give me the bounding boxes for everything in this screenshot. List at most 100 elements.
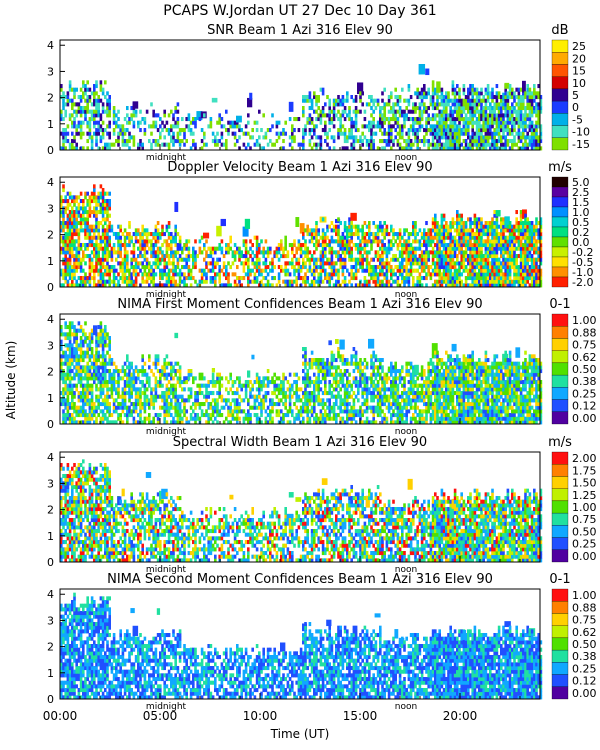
data-cell bbox=[115, 250, 118, 255]
data-cell bbox=[489, 250, 492, 255]
data-cell bbox=[104, 416, 107, 421]
data-cell bbox=[482, 257, 485, 262]
data-cell bbox=[93, 235, 96, 240]
data-cell bbox=[370, 139, 373, 144]
data-cell bbox=[242, 142, 246, 147]
data-cell bbox=[484, 239, 488, 244]
data-cell bbox=[539, 124, 543, 129]
data-cell bbox=[361, 228, 364, 233]
data-cell bbox=[84, 113, 87, 118]
data-cell bbox=[77, 120, 81, 125]
data-cell bbox=[515, 221, 518, 226]
data-cell bbox=[106, 217, 109, 222]
data-cell bbox=[99, 402, 103, 407]
data-cell bbox=[464, 246, 468, 251]
data-cell bbox=[524, 120, 527, 125]
data-cell bbox=[348, 224, 351, 229]
data-cell bbox=[200, 146, 204, 151]
data-cell bbox=[150, 265, 153, 270]
data-cell bbox=[134, 109, 138, 114]
data-cell bbox=[233, 124, 237, 129]
data-cell bbox=[385, 250, 389, 255]
data-cell bbox=[75, 142, 78, 147]
data-cell bbox=[71, 195, 74, 200]
data-cell bbox=[194, 265, 197, 270]
data-cell bbox=[420, 95, 424, 100]
data-cell bbox=[93, 232, 96, 237]
data-cell bbox=[222, 142, 226, 147]
data-cell bbox=[97, 98, 100, 103]
data-cell bbox=[187, 250, 191, 255]
data-cell bbox=[357, 283, 360, 288]
data-cell bbox=[62, 228, 65, 233]
data-cell bbox=[82, 354, 85, 359]
data-cell bbox=[181, 117, 184, 122]
data-cell bbox=[528, 124, 532, 129]
data-cell bbox=[75, 217, 78, 222]
data-cell bbox=[99, 257, 103, 262]
data-cell bbox=[310, 257, 314, 262]
data-cell bbox=[132, 124, 136, 129]
data-cell bbox=[326, 279, 329, 284]
data-cell bbox=[387, 279, 391, 284]
data-cell bbox=[473, 279, 477, 284]
data-cell bbox=[427, 272, 430, 277]
data-cell bbox=[370, 146, 373, 151]
data-cell bbox=[491, 120, 494, 125]
data-cell bbox=[247, 265, 250, 270]
data-cell bbox=[286, 254, 290, 259]
data-cell bbox=[273, 265, 276, 270]
data-cell bbox=[442, 246, 446, 251]
data-cell bbox=[104, 142, 107, 147]
data-cell bbox=[350, 128, 353, 133]
data-cell bbox=[84, 106, 87, 111]
data-cell bbox=[317, 283, 320, 288]
data-cell bbox=[79, 276, 83, 281]
data-cell bbox=[145, 257, 149, 262]
data-cell bbox=[82, 106, 85, 111]
data-cell bbox=[90, 347, 94, 352]
data-cell bbox=[295, 268, 298, 273]
data-cell bbox=[174, 243, 177, 248]
data-cell bbox=[370, 131, 373, 136]
data-cell bbox=[315, 279, 318, 284]
data-cell bbox=[403, 243, 406, 248]
data-cell bbox=[167, 113, 171, 118]
data-cell bbox=[460, 142, 463, 147]
data-cell bbox=[436, 135, 439, 140]
data-cell bbox=[236, 265, 239, 270]
data-cell bbox=[216, 246, 219, 251]
data-cell bbox=[321, 257, 325, 262]
data-cell bbox=[152, 276, 155, 281]
data-cell bbox=[440, 128, 444, 133]
data-cell bbox=[88, 95, 92, 100]
data-cell bbox=[159, 131, 162, 136]
data-cell bbox=[493, 254, 496, 259]
data-cell bbox=[214, 135, 217, 140]
data-cell bbox=[383, 232, 386, 237]
data-cell bbox=[434, 135, 437, 140]
data-cell bbox=[511, 124, 514, 129]
data-cell bbox=[326, 243, 329, 248]
data-cell bbox=[313, 124, 316, 129]
data-cell bbox=[464, 232, 468, 237]
data-cell bbox=[62, 394, 65, 399]
data-cell bbox=[211, 246, 215, 251]
data-cell bbox=[119, 246, 122, 251]
data-cell bbox=[526, 257, 529, 262]
data-cell bbox=[88, 202, 92, 207]
data-cell bbox=[489, 239, 492, 244]
data-cell bbox=[502, 243, 505, 248]
data-cell bbox=[73, 109, 76, 114]
data-cell bbox=[387, 95, 391, 100]
data-cell bbox=[471, 91, 474, 96]
data-cell bbox=[522, 124, 525, 129]
data-cell bbox=[84, 84, 87, 89]
data-cell bbox=[517, 124, 521, 129]
data-cell bbox=[524, 106, 527, 111]
data-cell bbox=[317, 98, 320, 103]
data-cell bbox=[258, 268, 261, 273]
data-cell bbox=[121, 131, 125, 136]
data-cell bbox=[88, 420, 92, 425]
data-cell bbox=[403, 268, 406, 273]
